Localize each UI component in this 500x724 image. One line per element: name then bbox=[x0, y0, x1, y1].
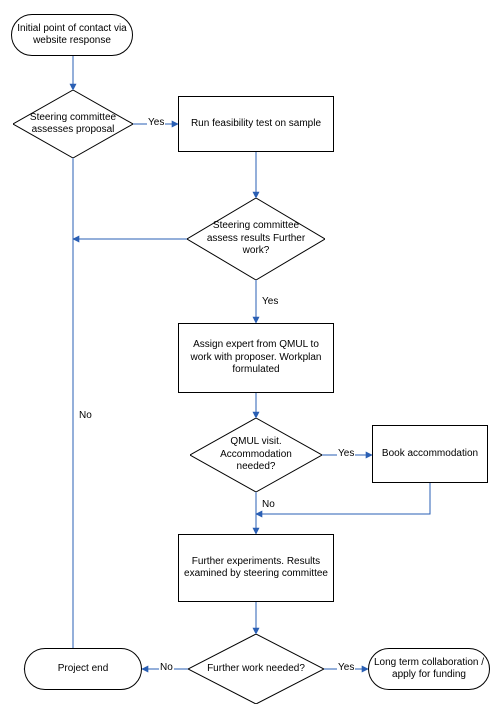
node-label: Long term collaboration / apply for fund… bbox=[373, 657, 485, 682]
node-end: Project end bbox=[24, 648, 142, 690]
node-p3: Book accommodation bbox=[372, 425, 488, 483]
node-p1: Run feasibility test on sample bbox=[178, 96, 334, 152]
node-label: Further experiments. Results examined by… bbox=[183, 556, 329, 581]
node-label: Book accommodation bbox=[382, 448, 478, 461]
node-d3: QMUL visit. Accommodation needed? bbox=[190, 418, 322, 492]
node-label: Initial point of contact via website res… bbox=[16, 23, 128, 48]
node-label: Project end bbox=[58, 663, 109, 676]
node-label: Steering committee assesses proposal bbox=[28, 112, 118, 137]
edge-label-d1-yes: Yes bbox=[147, 117, 165, 128]
node-label: QMUL visit. Accommodation needed? bbox=[206, 436, 305, 474]
node-label: Assign expert from QMUL to work with pro… bbox=[183, 339, 329, 377]
node-label: Steering committee assess results Furthe… bbox=[204, 220, 308, 258]
node-start: Initial point of contact via website res… bbox=[11, 14, 133, 56]
node-d4: Further work needed? bbox=[188, 634, 324, 704]
node-d2: Steering committee assess results Furthe… bbox=[187, 198, 325, 280]
node-p4: Further experiments. Results examined by… bbox=[178, 534, 334, 602]
node-label: Further work needed? bbox=[207, 663, 305, 676]
edge-label-d2-yes: Yes bbox=[261, 296, 279, 307]
node-d1: Steering committee assesses proposal bbox=[13, 90, 133, 158]
edge-label-d4-no: No bbox=[159, 662, 174, 673]
flowchart-canvas: Initial point of contact via website res… bbox=[0, 0, 500, 724]
node-label: Run feasibility test on sample bbox=[191, 118, 321, 131]
edge-label-d1-no: No bbox=[78, 410, 93, 421]
edge-e_d1_end bbox=[24, 158, 73, 669]
edge-label-d3-yes: Yes bbox=[337, 448, 355, 459]
edge-label-d3-no: No bbox=[261, 499, 276, 510]
node-p2: Assign expert from QMUL to work with pro… bbox=[178, 323, 334, 393]
node-out: Long term collaboration / apply for fund… bbox=[368, 648, 490, 690]
edge-label-d4-yes: Yes bbox=[337, 662, 355, 673]
